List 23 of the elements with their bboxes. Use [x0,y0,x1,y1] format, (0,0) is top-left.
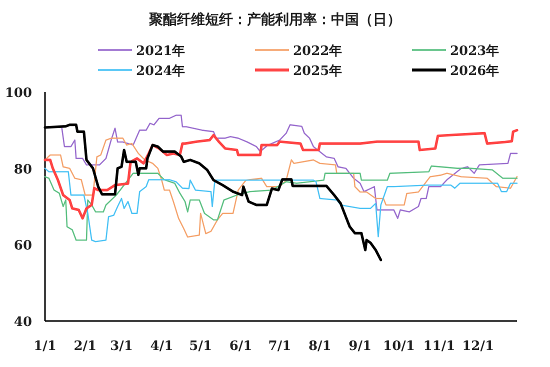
x-tick-label: 1/1 [34,339,56,354]
y-tick-label: 60 [14,238,32,254]
x-tick-label: 2/1 [74,339,97,354]
x-tick-label: 4/1 [150,339,174,354]
x-tick-label: 5/1 [189,339,212,354]
x-tick-label: 8/1 [308,339,332,354]
legend-label: 2026年 [450,64,500,79]
legend-label: 2022年 [293,44,342,59]
y-tick-label: 80 [14,162,32,178]
chart-title: 聚酯纤维短纤：产能利用率：中国（日） [148,11,401,28]
y-tick-label: 100 [4,86,32,101]
x-tick-label: 9/1 [348,339,372,354]
x-tick-label: 12/1 [462,339,494,354]
legend-label: 2025年 [293,64,342,79]
y-tick-label: 40 [14,315,32,330]
x-tick-label: 7/1 [268,339,292,354]
x-tick-label: 10/1 [383,339,415,354]
x-tick-label: 3/1 [110,339,133,354]
x-tick-label: 6/1 [229,339,252,354]
legend-label: 2024年 [136,64,186,79]
legend-label: 2023年 [450,44,500,59]
legend-label: 2021年 [136,44,186,59]
x-tick-label: 11/1 [423,339,456,354]
